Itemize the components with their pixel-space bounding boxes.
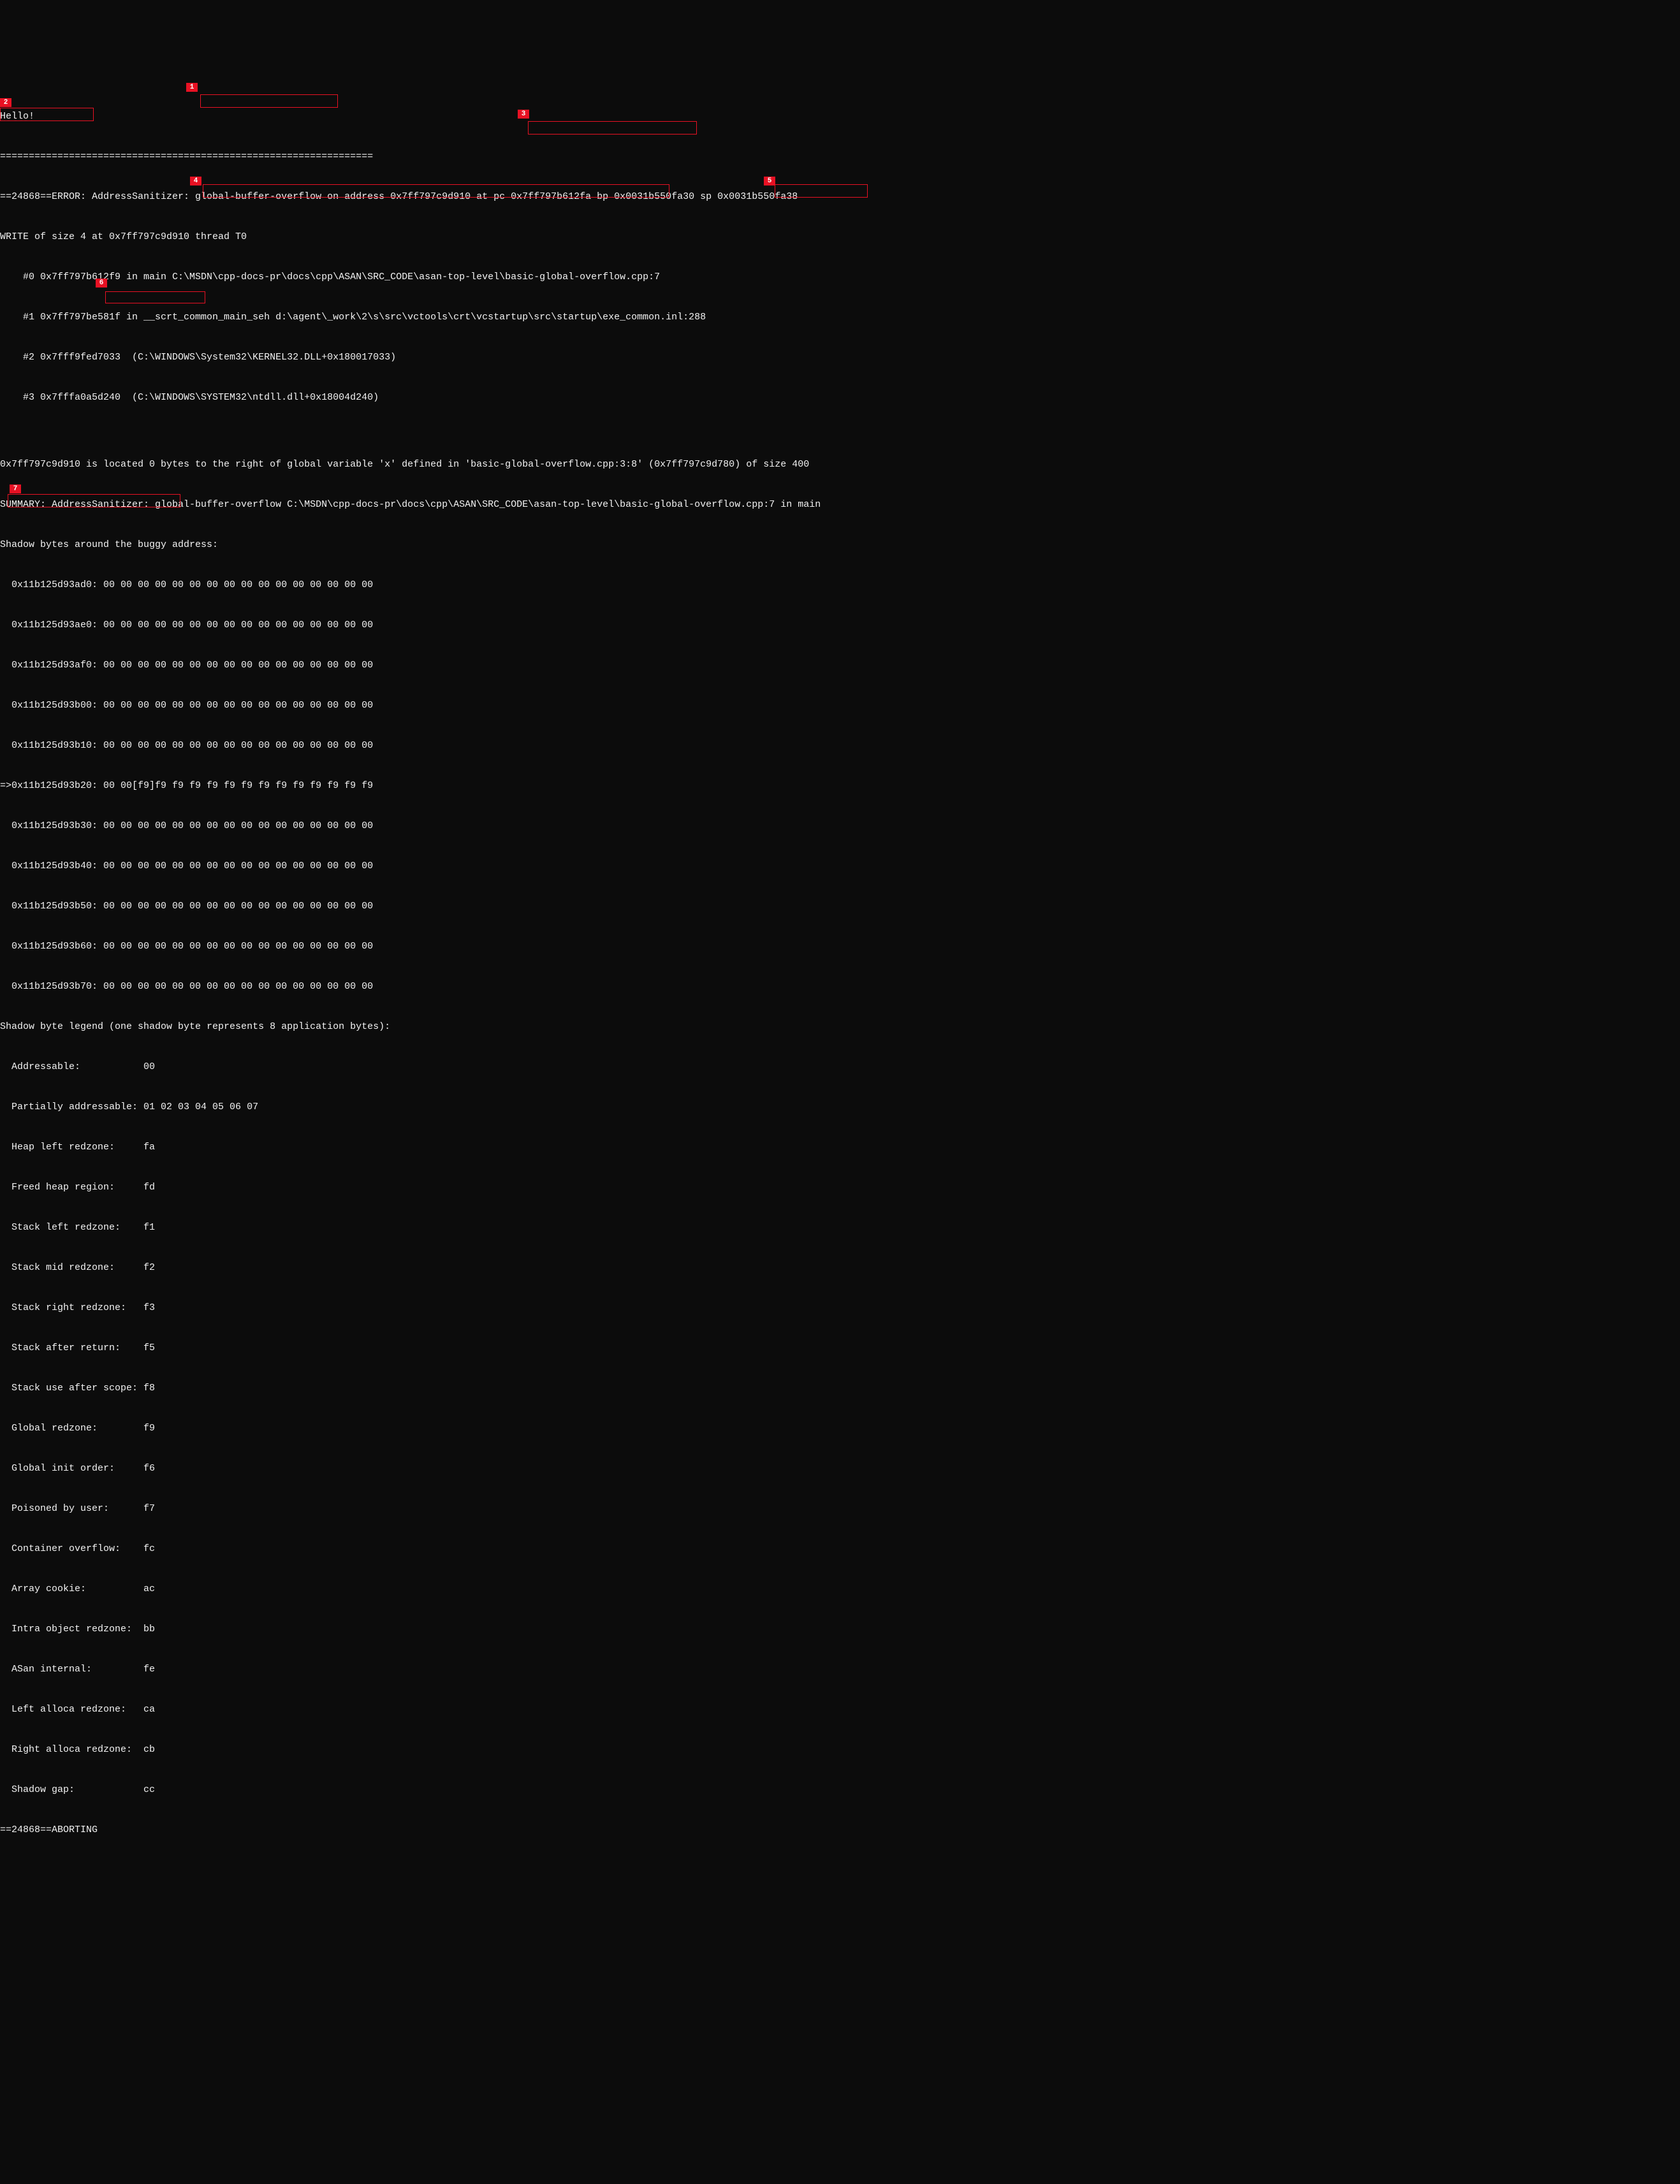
output-line: ==24868==ERROR: AddressSanitizer: global… xyxy=(0,190,1680,203)
output-line: 0x11b125d93b70: 00 00 00 00 00 00 00 00 … xyxy=(0,980,1680,993)
output-line: Global init order: f6 xyxy=(0,1462,1680,1475)
output-line: 0x11b125d93b30: 00 00 00 00 00 00 00 00 … xyxy=(0,819,1680,833)
output-line: 0x11b125d93ad0: 00 00 00 00 00 00 00 00 … xyxy=(0,578,1680,592)
output-line: SUMMARY: AddressSanitizer: global-buffer… xyxy=(0,498,1680,511)
output-line: Heap left redzone: fa xyxy=(0,1140,1680,1154)
callout-badge: 2 xyxy=(0,98,11,107)
output-line: Right alloca redzone: cb xyxy=(0,1743,1680,1756)
callout-badge: 5 xyxy=(764,177,775,186)
output-line: ========================================… xyxy=(0,150,1680,163)
output-line: WRITE of size 4 at 0x7ff797c9d910 thread… xyxy=(0,230,1680,244)
output-line: Poisoned by user: f7 xyxy=(0,1502,1680,1515)
output-line: Stack left redzone: f1 xyxy=(0,1221,1680,1234)
highlight-box xyxy=(200,94,338,108)
output-line: Array cookie: ac xyxy=(0,1582,1680,1596)
callout-badge: 7 xyxy=(10,484,21,493)
output-line: 0x11b125d93af0: 00 00 00 00 00 00 00 00 … xyxy=(0,659,1680,672)
output-line: Shadow bytes around the buggy address: xyxy=(0,538,1680,551)
output-line: Left alloca redzone: ca xyxy=(0,1703,1680,1716)
output-line: Container overflow: fc xyxy=(0,1542,1680,1555)
output-line: 0x11b125d93b40: 00 00 00 00 00 00 00 00 … xyxy=(0,859,1680,873)
callout-badge: 4 xyxy=(190,177,201,186)
callout-badge: 3 xyxy=(518,110,529,119)
output-line: #3 0x7fffa0a5d240 (C:\WINDOWS\SYSTEM32\n… xyxy=(0,391,1680,404)
output-line: Hello! xyxy=(0,110,1680,123)
output-line: Intra object redzone: bb xyxy=(0,1622,1680,1636)
output-line: Stack after return: f5 xyxy=(0,1341,1680,1355)
output-line: Global redzone: f9 xyxy=(0,1422,1680,1435)
output-line: 0x11b125d93b10: 00 00 00 00 00 00 00 00 … xyxy=(0,739,1680,752)
callout-badge: 6 xyxy=(96,279,107,288)
terminal-output: Hello! =================================… xyxy=(0,67,1680,2117)
output-line: #2 0x7fff9fed7033 (C:\WINDOWS\System32\K… xyxy=(0,351,1680,364)
output-line: Stack use after scope: f8 xyxy=(0,1381,1680,1395)
output-line: 0x11b125d93b60: 00 00 00 00 00 00 00 00 … xyxy=(0,940,1680,953)
output-line: Stack right redzone: f3 xyxy=(0,1301,1680,1314)
output-line: Shadow gap: cc xyxy=(0,1783,1680,1796)
output-line: 0x7ff797c9d910 is located 0 bytes to the… xyxy=(0,458,1680,471)
output-line: Partially addressable: 01 02 03 04 05 06… xyxy=(0,1100,1680,1114)
output-line: 0x11b125d93b00: 00 00 00 00 00 00 00 00 … xyxy=(0,699,1680,712)
output-line: Addressable: 00 xyxy=(0,1060,1680,1074)
output-line: ASan internal: fe xyxy=(0,1663,1680,1676)
output-line: Stack mid redzone: f2 xyxy=(0,1261,1680,1274)
highlight-box xyxy=(528,121,697,135)
output-line: 0x11b125d93b50: 00 00 00 00 00 00 00 00 … xyxy=(0,899,1680,913)
callout-badge: 1 xyxy=(186,83,198,92)
output-line: ==24868==ABORTING xyxy=(0,1823,1680,1837)
output-line: #0 0x7ff797b612f9 in main C:\MSDN\cpp-do… xyxy=(0,270,1680,284)
output-line: 0x11b125d93ae0: 00 00 00 00 00 00 00 00 … xyxy=(0,618,1680,632)
output-line: Shadow byte legend (one shadow byte repr… xyxy=(0,1020,1680,1033)
output-line: #1 0x7ff797be581f in __scrt_common_main_… xyxy=(0,310,1680,324)
output-line: =>0x11b125d93b20: 00 00[f9]f9 f9 f9 f9 f… xyxy=(0,779,1680,792)
highlight-box xyxy=(105,291,205,303)
output-line: Freed heap region: fd xyxy=(0,1181,1680,1194)
